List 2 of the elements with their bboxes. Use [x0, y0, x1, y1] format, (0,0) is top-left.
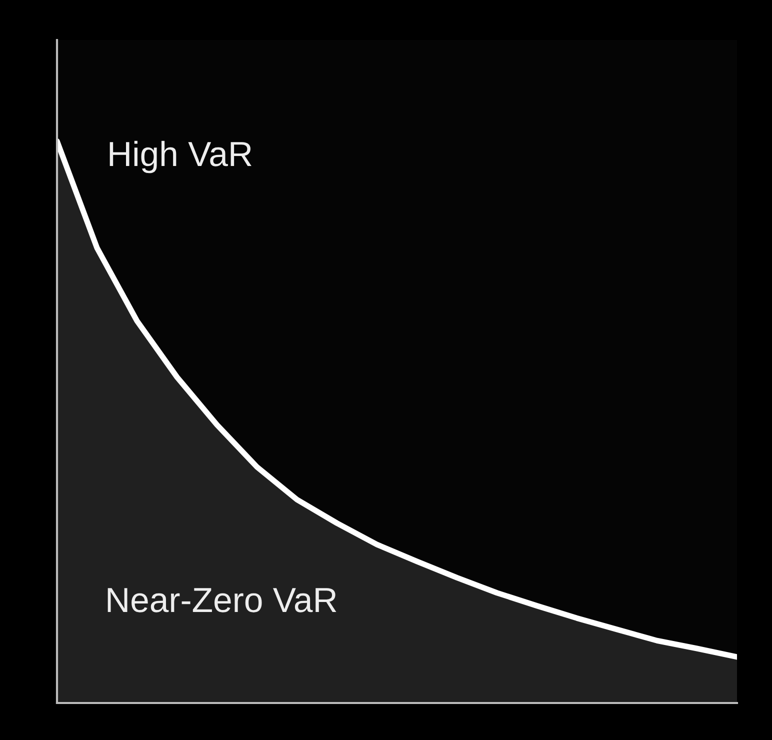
- annotation: Near-Zero VaR: [108, 588, 336, 612]
- annotation: High VaR: [110, 140, 252, 174]
